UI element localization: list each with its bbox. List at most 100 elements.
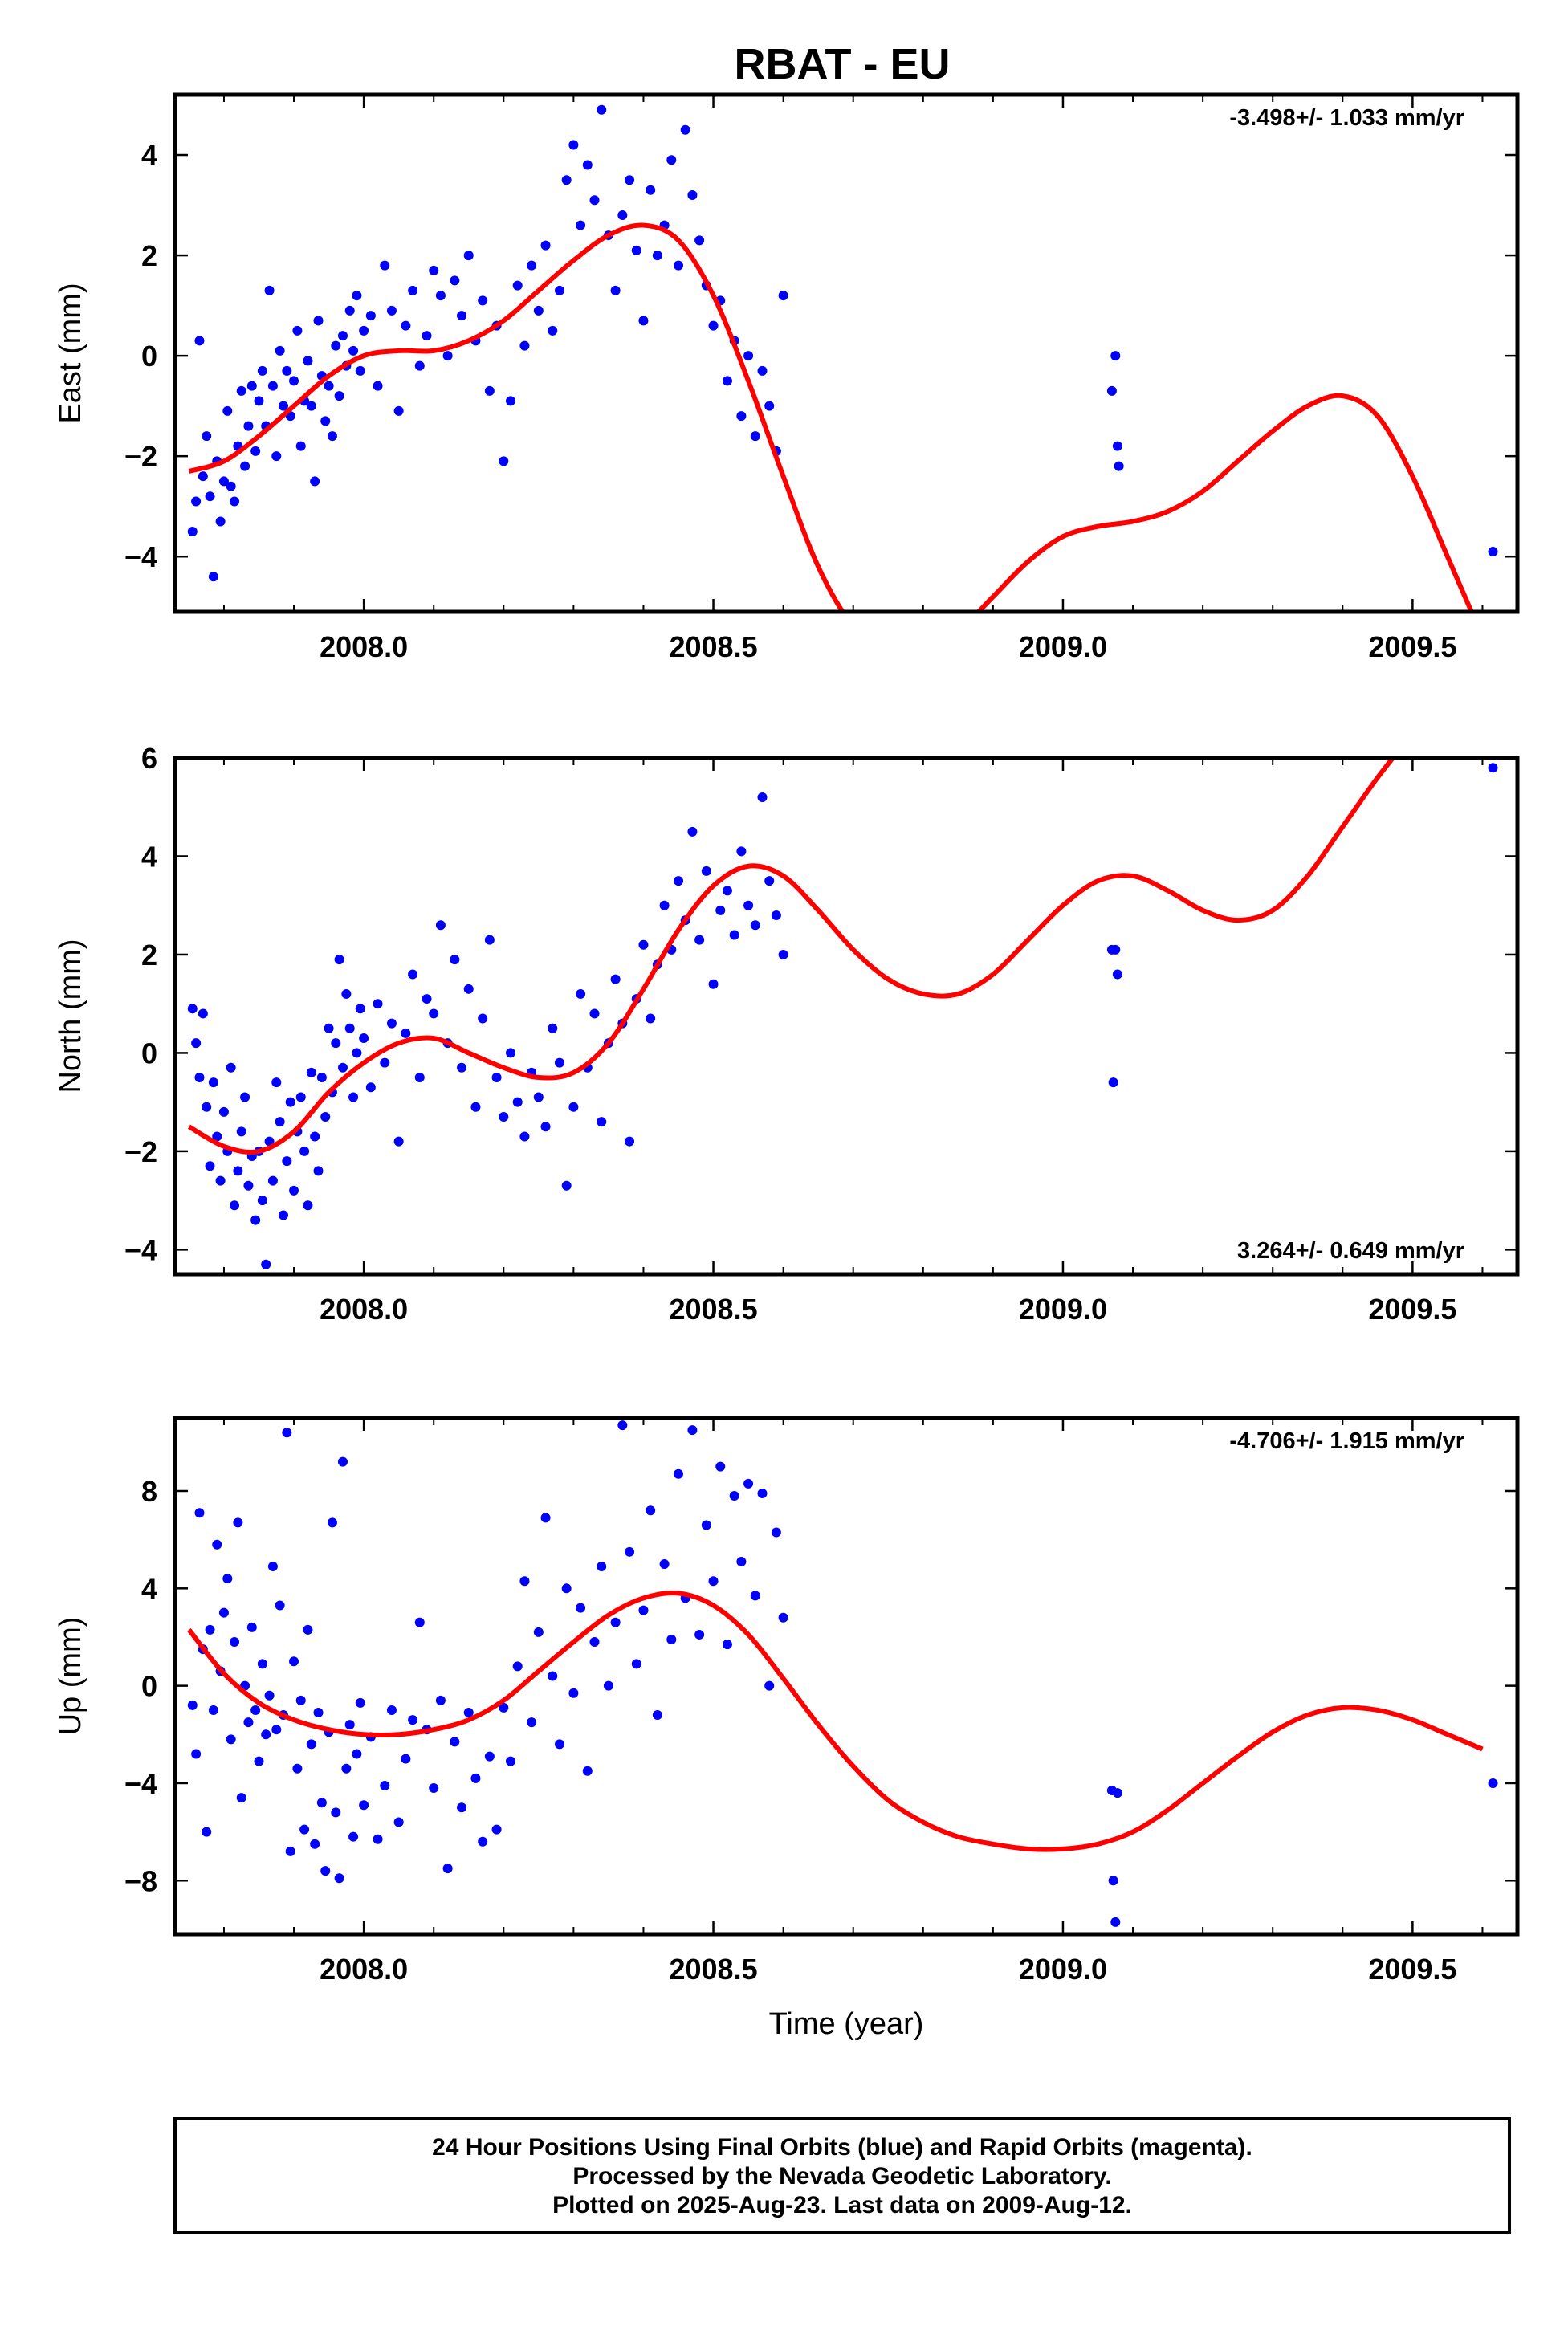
data-point xyxy=(352,1749,362,1759)
y-tick-label: 8 xyxy=(141,1475,157,1508)
data-point xyxy=(771,910,781,920)
caption-line-2: Processed by the Nevada Geodetic Laborat… xyxy=(572,2163,1112,2189)
y-tick-label: −4 xyxy=(124,1233,157,1266)
plot-area-up xyxy=(187,1420,1498,1927)
data-point xyxy=(230,496,240,507)
data-point xyxy=(1112,441,1122,451)
data-point xyxy=(191,496,202,507)
data-point xyxy=(324,1023,334,1033)
data-point xyxy=(652,1710,662,1721)
data-point xyxy=(386,305,397,316)
data-point xyxy=(359,325,369,336)
data-point xyxy=(212,1131,222,1142)
panel-east: 2008.0 2008.5 2009.0 2009.5 −4 −2 0 2 4 East (mm)… xyxy=(54,92,1520,663)
data-point xyxy=(191,1749,202,1759)
data-point xyxy=(295,1695,306,1705)
data-point xyxy=(533,305,544,316)
figure-title: RBAT - EU xyxy=(735,40,951,88)
data-point xyxy=(202,431,212,442)
data-point xyxy=(548,1023,558,1033)
data-point xyxy=(1112,969,1122,980)
y-tick-label: −2 xyxy=(124,440,157,473)
data-point xyxy=(401,1754,411,1764)
data-point xyxy=(338,331,348,341)
data-point xyxy=(548,1671,558,1681)
data-point xyxy=(540,1122,551,1132)
data-point xyxy=(638,1605,649,1615)
data-point xyxy=(271,451,282,462)
data-point xyxy=(750,920,760,931)
data-point xyxy=(736,1556,747,1566)
data-point xyxy=(306,401,316,411)
data-point xyxy=(267,1562,278,1572)
data-point xyxy=(499,1112,509,1122)
data-point xyxy=(597,1562,607,1572)
data-point xyxy=(687,826,698,837)
data-point xyxy=(457,311,467,321)
data-point xyxy=(1488,546,1498,556)
data-point xyxy=(202,1102,212,1112)
data-point xyxy=(338,1062,348,1073)
data-point xyxy=(491,1824,502,1835)
y-tick-label: 2 xyxy=(141,939,157,972)
data-point xyxy=(344,1720,355,1730)
data-point xyxy=(414,1073,425,1083)
data-point xyxy=(631,245,641,255)
data-point xyxy=(243,1717,254,1728)
data-point xyxy=(408,285,418,295)
x-tick-label: 2009.5 xyxy=(1368,1293,1456,1326)
data-point xyxy=(625,175,635,185)
data-point xyxy=(715,1461,726,1472)
data-point xyxy=(470,1773,481,1783)
data-point xyxy=(310,1839,320,1849)
data-point xyxy=(743,900,754,910)
data-point xyxy=(327,431,337,442)
model-curve xyxy=(187,1591,1484,1852)
caption-line-1: 24 Hour Positions Using Final Orbits (bl… xyxy=(432,2134,1252,2161)
data-point xyxy=(722,886,732,896)
data-point xyxy=(484,1751,495,1762)
x-tick-label: 2008.5 xyxy=(669,1953,757,1986)
data-point xyxy=(352,291,362,301)
x-tick-label: 2008.5 xyxy=(669,1293,757,1326)
data-point xyxy=(278,1210,288,1220)
x-tick-label: 2009.0 xyxy=(1019,630,1107,663)
data-point xyxy=(365,311,376,321)
data-point xyxy=(708,320,719,331)
data-point xyxy=(187,1004,198,1014)
data-point xyxy=(198,1008,208,1019)
data-point xyxy=(506,396,515,406)
data-point xyxy=(215,516,226,527)
data-point xyxy=(1108,1876,1118,1886)
data-point xyxy=(646,1505,656,1516)
data-point xyxy=(355,1004,365,1014)
data-point xyxy=(694,1629,705,1640)
data-point xyxy=(680,124,690,135)
y-tick-label: 0 xyxy=(141,340,157,373)
data-point xyxy=(334,391,344,401)
data-point xyxy=(327,1517,337,1528)
plot-area-north xyxy=(187,758,1498,1269)
data-point xyxy=(303,1624,313,1635)
data-point xyxy=(1112,1788,1122,1798)
data-point xyxy=(334,955,344,965)
data-point xyxy=(208,572,218,582)
data-point xyxy=(478,1013,488,1024)
data-point xyxy=(638,939,649,950)
data-point xyxy=(722,376,732,386)
data-point xyxy=(708,1576,719,1587)
data-point xyxy=(548,325,558,336)
data-point xyxy=(222,1574,233,1584)
data-point xyxy=(778,291,788,301)
data-point xyxy=(212,1539,222,1550)
y-tick-label: 4 xyxy=(141,840,157,873)
data-point xyxy=(1114,461,1124,471)
data-point xyxy=(264,1690,275,1701)
data-point xyxy=(1108,1077,1118,1088)
data-point xyxy=(264,1136,275,1147)
y-tick-label: 4 xyxy=(141,139,157,172)
data-point xyxy=(757,365,768,376)
data-point xyxy=(554,285,564,295)
data-point xyxy=(470,1102,481,1112)
data-point xyxy=(408,969,418,980)
